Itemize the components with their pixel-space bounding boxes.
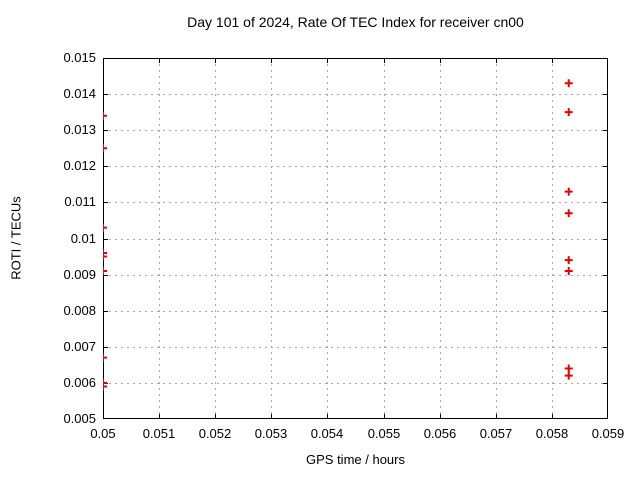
data-point-marker [103, 111, 107, 120]
y-tick-label: 0.011 [64, 194, 96, 209]
x-tick-label: 0.057 [479, 426, 513, 441]
plot-area [103, 58, 608, 419]
y-tick-label: 0.014 [63, 86, 96, 101]
plot-border [103, 58, 608, 419]
data-point-marker [103, 252, 107, 261]
y-tick-label: 0.01 [70, 231, 96, 246]
data-point-marker [564, 187, 573, 196]
data-point-marker [564, 209, 573, 218]
chart-title: Day 101 of 2024, Rate Of TEC Index for r… [187, 14, 524, 30]
data-point-marker [103, 266, 107, 275]
x-tick-label: 0.059 [591, 426, 625, 441]
x-tick-label: 0.051 [142, 426, 176, 441]
x-tick-label: 0.056 [423, 426, 457, 441]
data-point-marker [103, 378, 107, 387]
data-point-marker [564, 108, 573, 117]
y-tick-label: 0.006 [63, 375, 96, 390]
data-point-marker [564, 256, 573, 265]
y-tick-label: 0.013 [63, 122, 96, 137]
x-tick-label: 0.052 [198, 426, 232, 441]
y-tick-label: 0.008 [63, 303, 96, 318]
data-point-marker [103, 382, 107, 391]
data-point-marker [564, 371, 573, 380]
x-axis-title: GPS time / hours [306, 452, 405, 467]
data-point-marker [564, 364, 573, 373]
y-tick-label: 0.007 [63, 339, 96, 354]
data-point-marker [564, 266, 573, 275]
data-point-marker [103, 144, 107, 153]
data-point-marker [103, 223, 107, 232]
x-tick-label: 0.055 [367, 426, 401, 441]
data-point-marker [564, 79, 573, 88]
x-tick-label: 0.054 [310, 426, 344, 441]
plot-surface [103, 58, 608, 419]
x-tick-label: 0.05 [90, 426, 116, 441]
x-tick-label: 0.058 [535, 426, 569, 441]
y-tick-label: 0.009 [63, 267, 96, 282]
y-tick-label: 0.012 [63, 158, 96, 173]
data-point-marker [103, 353, 107, 362]
data-point-marker [103, 248, 107, 257]
y-tick-label: 0.015 [63, 50, 96, 65]
x-tick-label: 0.053 [254, 426, 288, 441]
y-tick-label: 0.005 [63, 411, 96, 426]
